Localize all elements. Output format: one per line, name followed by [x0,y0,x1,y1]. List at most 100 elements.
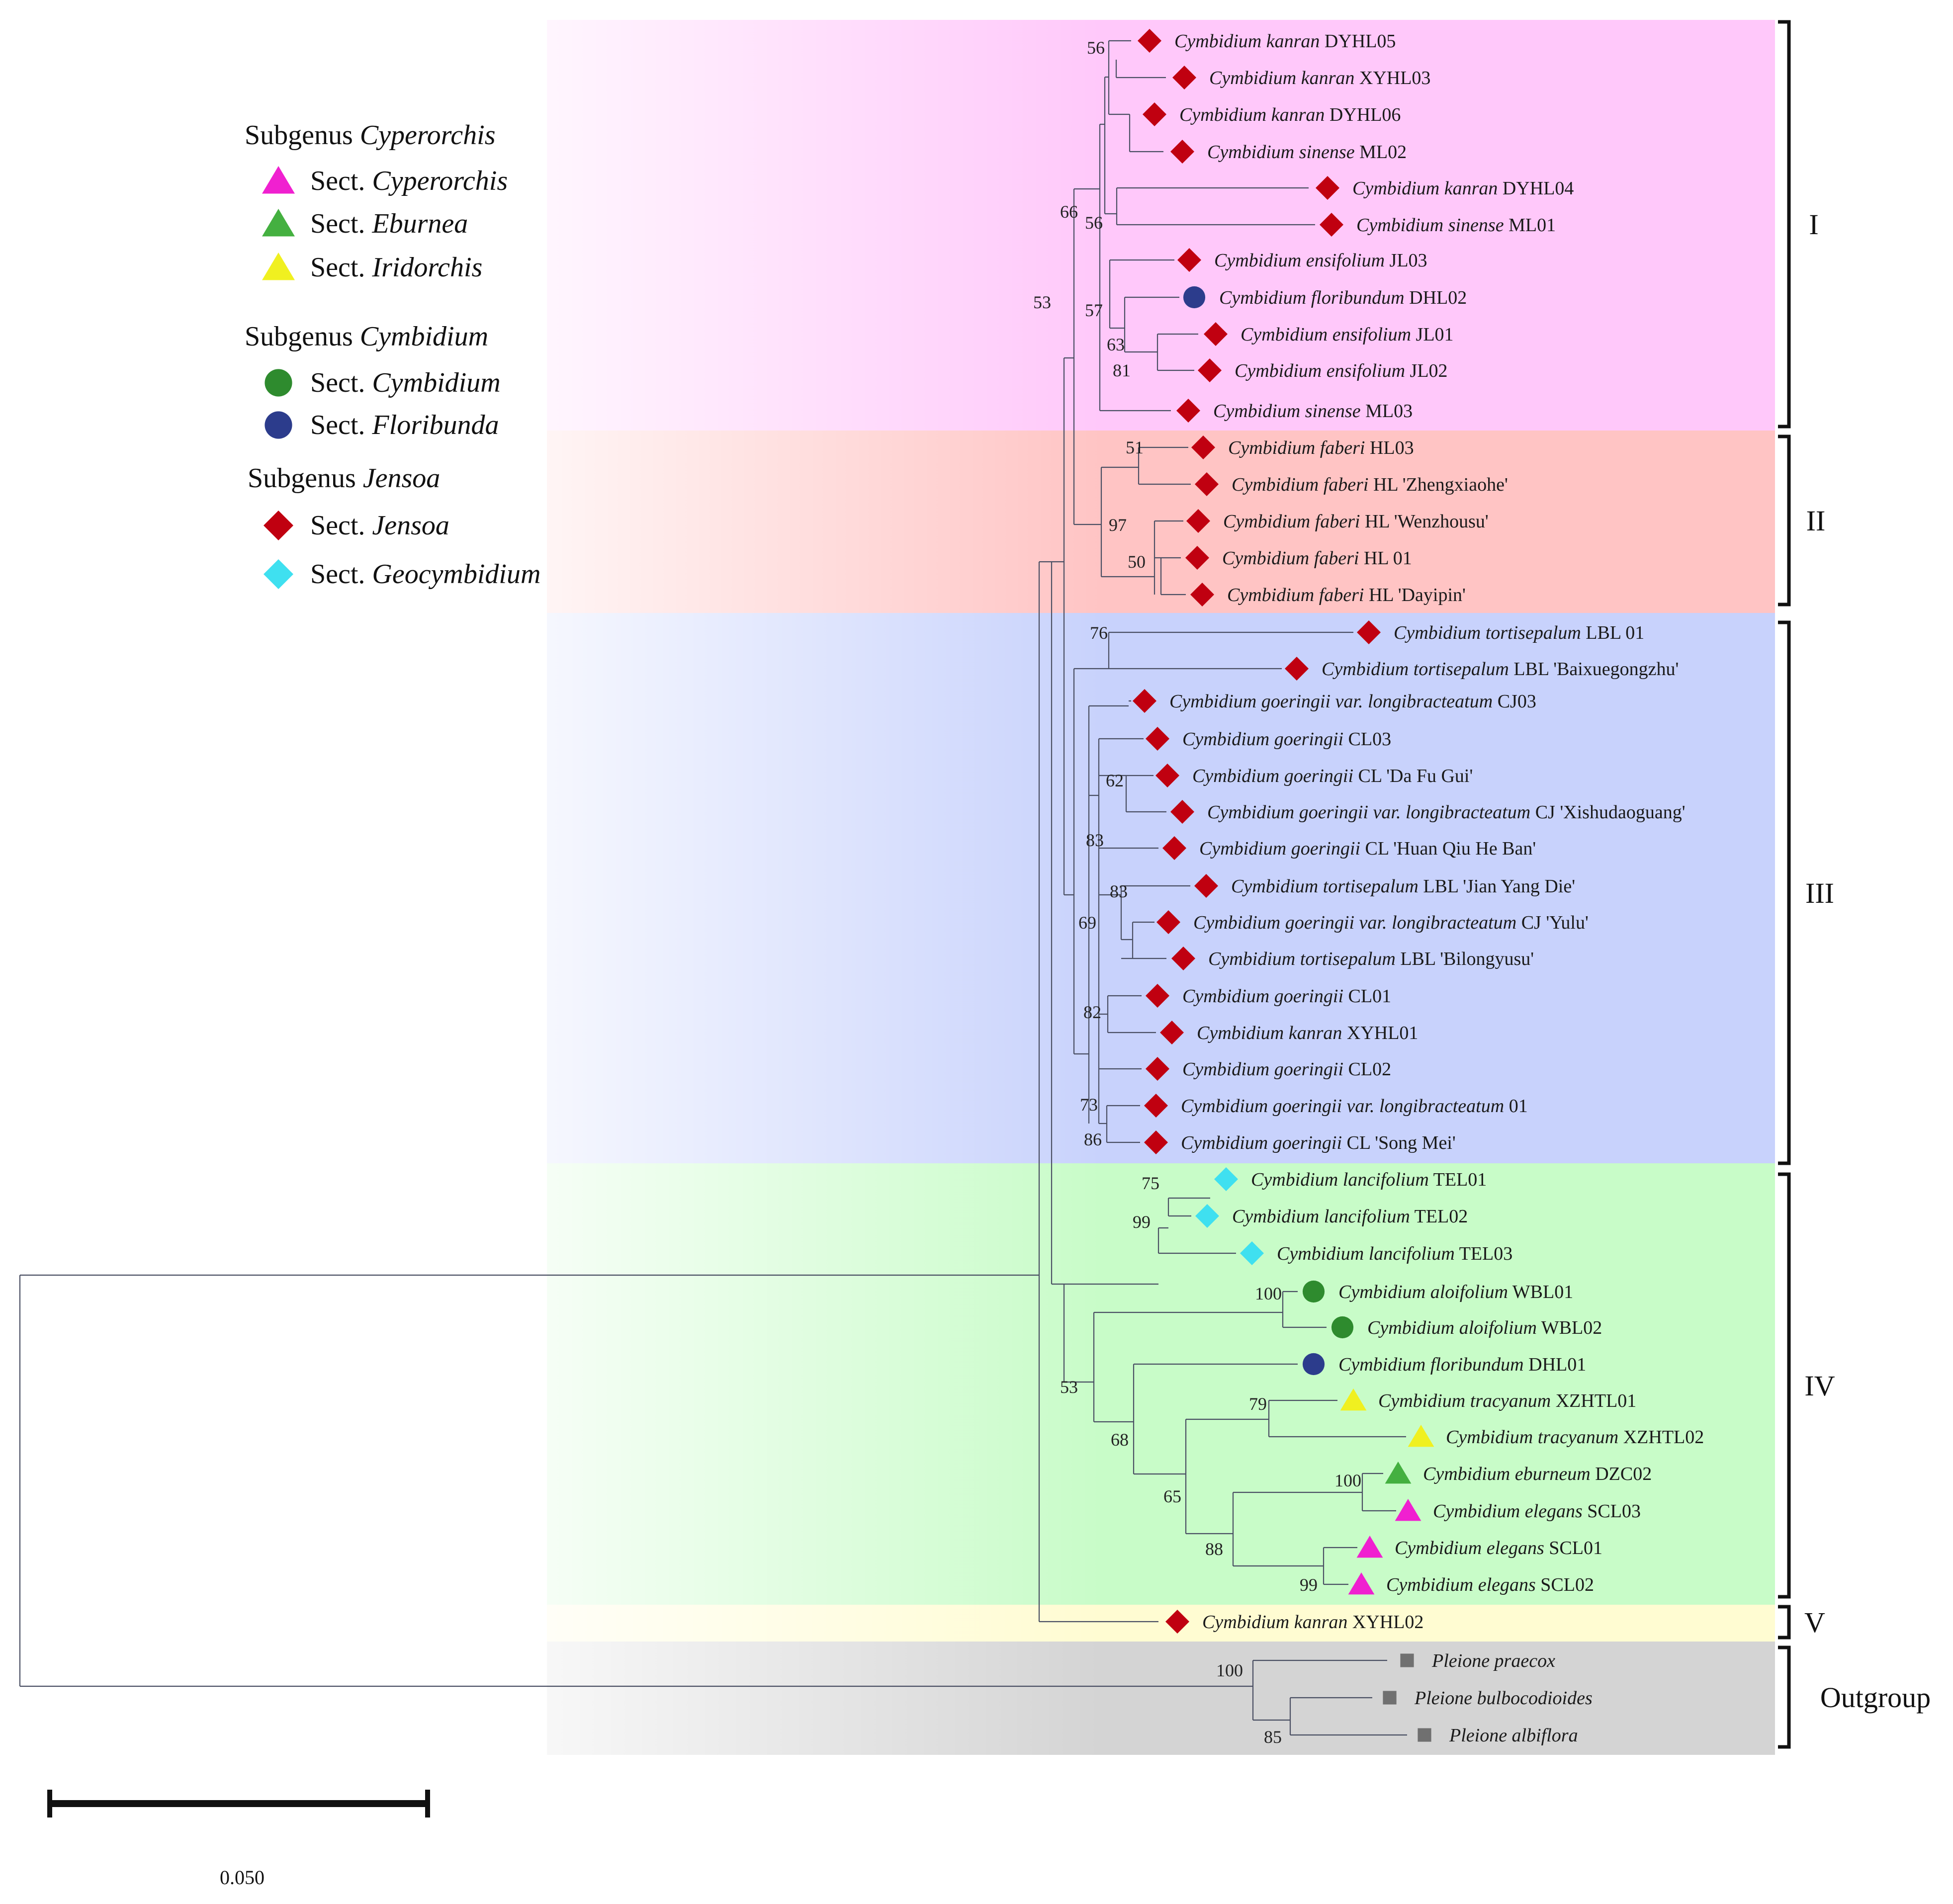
tip-marker-diamond [1144,1094,1168,1118]
tip-accession: HL 01 [1359,548,1412,569]
tip-accession: ML03 [1361,401,1413,422]
tip-accession: XYHL01 [1342,1023,1418,1043]
tip-marker-diamond [1170,140,1194,164]
tip-label: Cymbidium ensifolium JL02 [1235,360,1448,381]
tip-marker-diamond [1156,910,1180,934]
tip-species: Cymbidium faberi [1223,511,1360,532]
clade-label-iii: III [1805,877,1834,909]
tip-label: Cymbidium lancifolium TEL01 [1251,1169,1487,1190]
support-value: 99 [1300,1575,1318,1595]
tip-species: Cymbidium eburneum [1423,1464,1591,1484]
legend-marker-triangle [262,209,295,237]
tip-species: Cymbidium faberi [1228,437,1365,458]
tip-label: Cymbidium tortisepalum LBL 'Baixuegongzh… [1322,659,1679,680]
tip-species: Cymbidium goeringii [1181,1132,1342,1153]
clade-bracket-iv [1778,1172,1791,1599]
legend-section-name: Iridorchis [371,252,482,283]
tip-species: Cymbidium goeringii var. longibracteatum [1193,912,1516,933]
tip-label: Cymbidium goeringii CL 'Huan Qiu He Ban' [1199,838,1536,859]
tip-species: Cymbidium goeringii [1192,766,1353,786]
tip-label: Cymbidium goeringii CL01 [1182,986,1391,1007]
tip-marker-diamond [1194,874,1218,898]
tip-marker-diamond [1133,689,1156,713]
tip-accession: DHL01 [1524,1354,1587,1375]
tip-label: Cymbidium tracyanum XZHTL02 [1446,1427,1704,1448]
legend-section-label: Sect. Geocymbidium [310,559,540,590]
tip-species: Cymbidium faberi [1227,585,1364,606]
tip-species: Cymbidium ensifolium [1241,324,1411,345]
tip-marker-triangle [1348,1572,1375,1595]
tip-label: Cymbidium goeringii CL 'Song Mei' [1181,1132,1456,1153]
support-value: 69 [1078,913,1096,933]
tip-marker-diamond [1146,1057,1169,1081]
legend-section-name: Geocymbidium [372,559,540,590]
tree-branches [19,40,1407,1736]
tip-marker-diamond [1177,248,1201,272]
support-value: 81 [1113,360,1131,380]
tip-marker-diamond [1170,800,1194,824]
tip-marker-diamond [1162,836,1186,860]
tip-species: Cymbidium goeringii var. longibracteatum [1169,691,1493,712]
tip-marker-diamond [1190,583,1214,606]
tip-label: Cymbidium elegans SCL02 [1386,1574,1594,1595]
tip-species: Cymbidium sinense [1213,401,1361,422]
tip-accession: XYHL02 [1347,1612,1423,1633]
tip-species: Cymbidium ensifolium [1214,250,1385,271]
tip-species: Cymbidium sinense [1356,215,1504,236]
clade-bracket-ii [1778,434,1791,606]
tip-accession: CL 'Song Mei' [1342,1132,1456,1153]
tip-species: Cymbidium goeringii [1182,729,1343,750]
tip-species: Cymbidium elegans [1395,1538,1544,1558]
tip-marker-triangle [1385,1462,1412,1484]
support-value: 88 [1205,1539,1223,1559]
support-value: 76 [1090,623,1108,643]
support-value: 82 [1083,1002,1101,1022]
legend-subgenus-prefix: Subgenus [245,321,360,352]
legend-subgenus-prefix: Subgenus [248,463,363,494]
tip-marker-diamond [1165,1610,1189,1634]
support-value: 51 [1126,437,1144,457]
tip-species: Cymbidium goeringii var. longibracteatum [1181,1096,1504,1117]
tip-species: Cymbidium tortisepalum [1231,876,1419,897]
tip-marker-diamond [1146,984,1169,1008]
support-value: 100 [1334,1471,1361,1490]
tip-label: Pleione albiflora [1449,1725,1578,1746]
tip-accession: CL 'Da Fu Gui' [1353,766,1473,786]
tip-accession: 01 [1504,1096,1528,1117]
tip-species: Cymbidium lancifolium [1277,1243,1455,1264]
tip-species: Cymbidium ensifolium [1235,360,1405,381]
tip-label: Cymbidium goeringii CL03 [1182,729,1391,750]
tip-species: Cymbidium goeringii [1182,1059,1343,1080]
tip-species: Cymbidium sinense [1207,142,1355,163]
tip-accession: LBL 'Jian Yang Die' [1419,876,1575,897]
tip-label: Cymbidium aloifolium WBL02 [1367,1317,1602,1338]
tip-accession: CL02 [1343,1059,1391,1080]
support-value: 50 [1128,552,1146,572]
tip-marker-diamond [1155,764,1179,787]
tip-label: Cymbidium tracyanum XZHTL01 [1378,1390,1636,1411]
clade-label-iv: IV [1804,1370,1835,1402]
tip-species: Cymbidium tracyanum [1446,1427,1618,1448]
tip-label: Cymbidium goeringii var. longibracteatum… [1169,691,1536,712]
legend-section-prefix: Sect. [310,367,372,398]
tip-marker-diamond [1185,546,1209,570]
tip-accession: CL01 [1343,986,1391,1007]
tip-accession: HL 'Zhengxiaohe' [1368,474,1508,495]
tip-label: Cymbidium ensifolium JL03 [1214,250,1427,271]
tip-species: Pleione praecox [1431,1650,1555,1671]
support-value: 53 [1033,292,1051,312]
legend-section-prefix: Sect. [310,166,372,196]
tip-accession: DYHL04 [1498,178,1574,199]
tip-accession: ML02 [1355,142,1407,163]
tip-accession: LBL 01 [1581,622,1644,643]
tip-species: Cymbidium tortisepalum [1208,949,1396,969]
tip-marker-square [1418,1728,1431,1742]
legend-section-name: Jensoa [372,510,449,541]
support-value: 100 [1216,1660,1243,1680]
tip-species: Cymbidium tortisepalum [1394,622,1581,643]
tip-marker-diamond [1195,1204,1219,1228]
tip-marker-triangle [1340,1388,1367,1411]
legend-section-label: Sect. Cymbidium [310,367,501,398]
tip-accession: DHL02 [1405,287,1467,308]
